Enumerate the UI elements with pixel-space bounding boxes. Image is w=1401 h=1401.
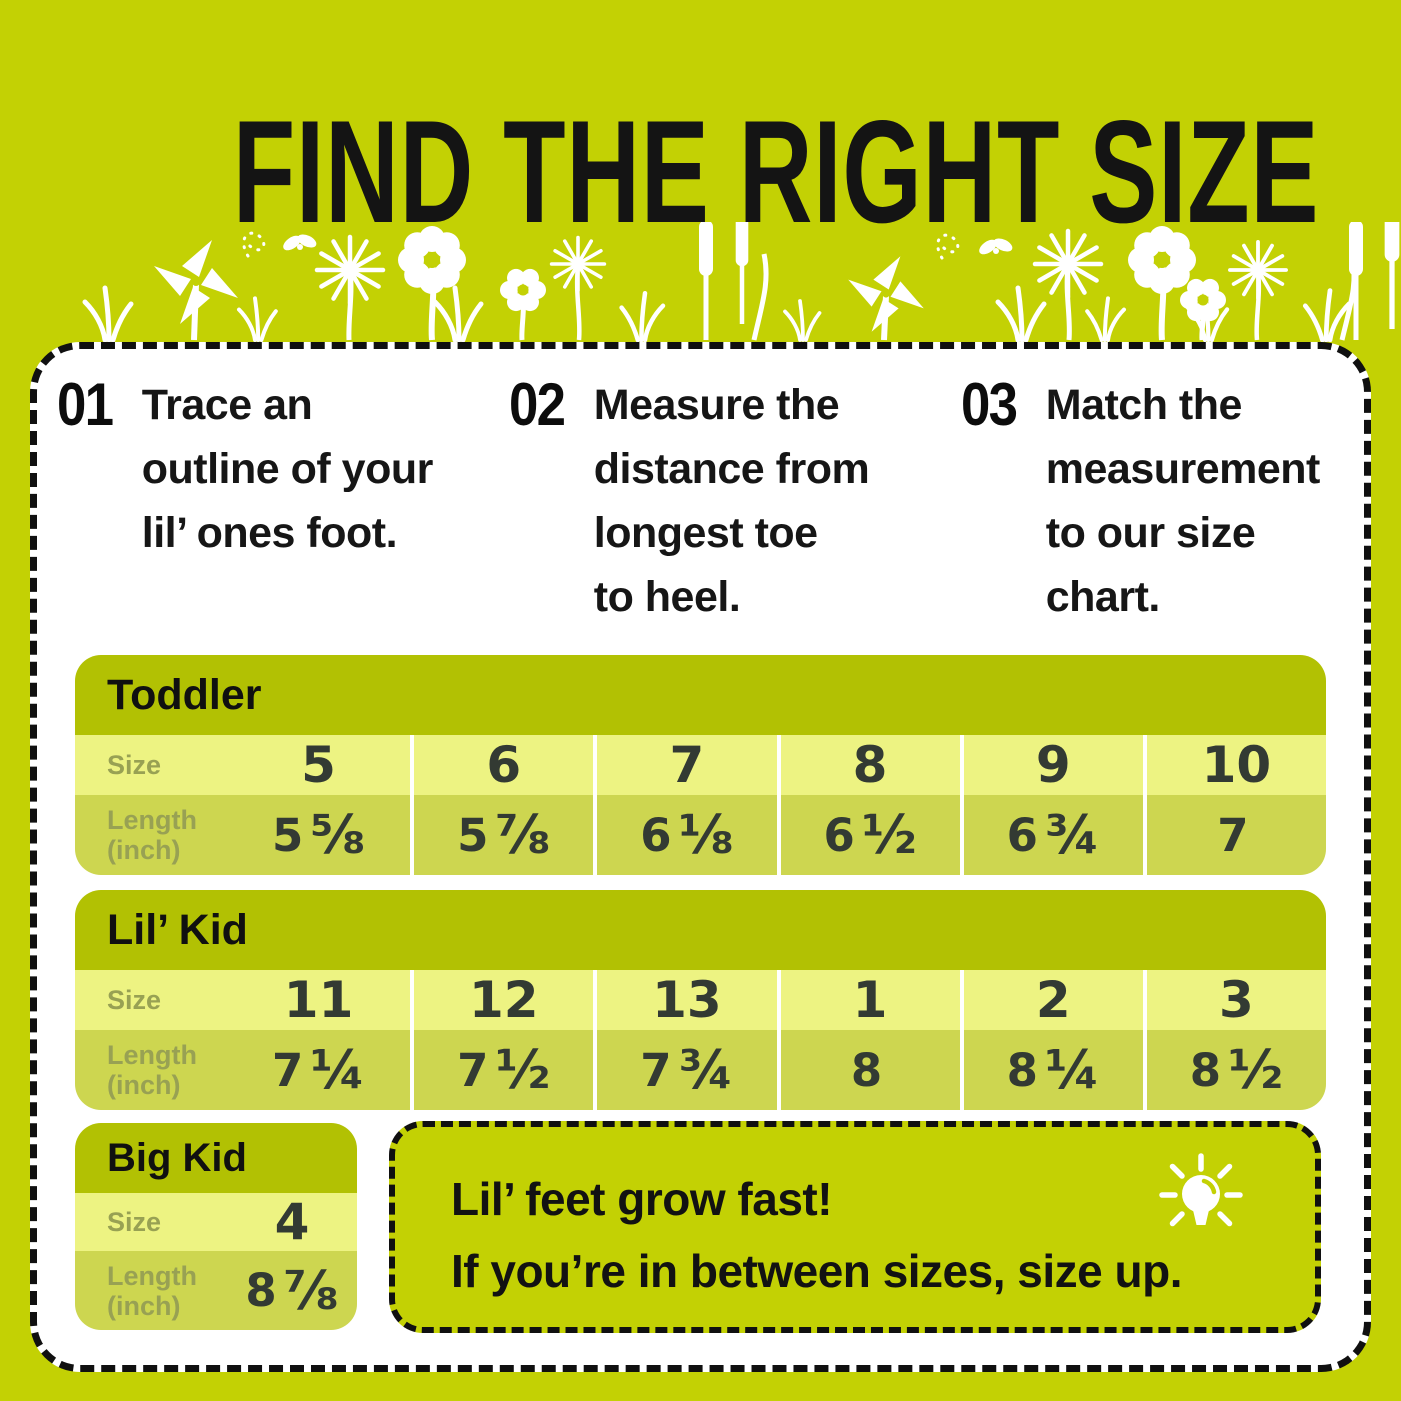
main-panel: 01 Trace an outline of your lil’ ones fo… <box>30 342 1371 1372</box>
table-title: Toddler <box>75 655 1326 735</box>
step-3-number: 03 <box>961 371 1018 438</box>
cattail-icon <box>699 222 1399 340</box>
length-row-label: Length (inch) <box>75 1030 227 1110</box>
floral-border-decoration <box>0 222 1401 342</box>
size-row-label: Size <box>75 735 227 795</box>
length-row-label: Length (inch) <box>75 795 227 875</box>
size-table-toddler: Toddler Size 5 6 7 8 9 10 Length (inch) 5… <box>75 655 1326 875</box>
step-1: 01 Trace an outline of your lil’ ones fo… <box>57 373 509 629</box>
lightbulb-icon <box>1159 1153 1243 1227</box>
tip-line-1: Lil’ feet grow fast! <box>451 1173 833 1225</box>
pinwheel-icon <box>154 240 924 341</box>
size-value: 4 <box>227 1193 357 1251</box>
step-1-number: 01 <box>57 371 114 438</box>
page-title: FIND THE RIGHT SIZE <box>232 90 1320 253</box>
step-1-text: Trace an outline of your lil’ ones foot. <box>141 381 434 557</box>
table-title: Lil’ Kid <box>75 890 1326 970</box>
size-row-label: Size <box>75 1193 227 1251</box>
size-value: 2 <box>959 970 1143 1030</box>
table-title: Big Kid <box>75 1123 357 1193</box>
step-2: 02 Measure the distance from longest toe… <box>509 373 961 629</box>
step-3-text: Match the measurement to our size chart. <box>1045 381 1321 621</box>
size-value: 13 <box>593 970 777 1030</box>
sizing-tip-callout: Lil’ feet grow fast! If you’re in betwee… <box>389 1121 1321 1333</box>
size-value: 6 <box>410 735 594 795</box>
length-row-label: Length (inch) <box>75 1251 227 1330</box>
instructions: 01 Trace an outline of your lil’ ones fo… <box>57 373 1357 629</box>
size-value: 3 <box>1142 970 1326 1030</box>
step-2-number: 02 <box>509 371 566 438</box>
length-value: 8 <box>776 1030 960 1110</box>
size-value: 10 <box>1142 735 1326 795</box>
size-value: 9 <box>959 735 1143 795</box>
size-value: 1 <box>776 970 960 1030</box>
flower-icon <box>398 226 1226 341</box>
size-table-lil-kid: Lil’ Kid Size 11 12 13 1 2 3 Length (inch… <box>75 890 1326 1110</box>
tip-line-2: If you’re in between sizes, size up. <box>451 1245 1182 1297</box>
dandelion-icon <box>317 231 1288 341</box>
step-2-text: Measure the distance from longest toe to… <box>593 381 870 621</box>
step-3: 03 Match the measurement to our size cha… <box>961 373 1320 629</box>
length-value: 7 <box>1142 795 1326 875</box>
size-value: 8 <box>776 735 960 795</box>
size-value: 5 <box>227 735 411 795</box>
size-row-label: Size <box>75 970 227 1030</box>
size-value: 11 <box>227 970 411 1030</box>
size-value: 12 <box>410 970 594 1030</box>
size-value: 7 <box>593 735 777 795</box>
